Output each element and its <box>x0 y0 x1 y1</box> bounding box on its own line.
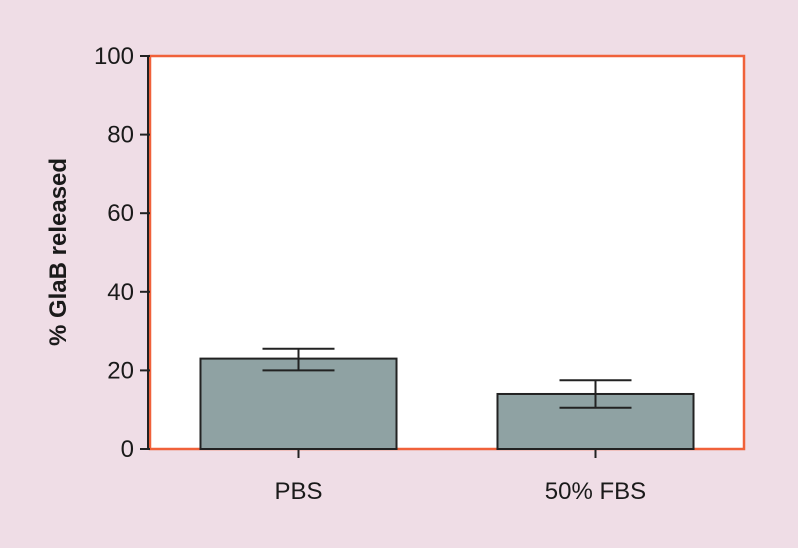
y-tick-label-2: 40 <box>107 279 134 306</box>
y-tick-label-0: 0 <box>121 436 134 463</box>
bar-0 <box>199 357 398 450</box>
x-tick-label-0: PBS <box>274 478 322 505</box>
y-tick-label-5: 100 <box>94 43 134 70</box>
y-tick-label-3: 60 <box>107 200 134 227</box>
y-tick-label-1: 20 <box>107 357 134 384</box>
y-tick-label-4: 80 <box>107 122 134 149</box>
error-bars-layer <box>262 347 632 409</box>
x-tick-label-1: 50% FBS <box>545 478 646 505</box>
y-axis-label: % GlaB released <box>45 158 72 346</box>
axes-layer: PBS 50% FBS 0 20 40 60 80 100 <box>94 43 646 505</box>
